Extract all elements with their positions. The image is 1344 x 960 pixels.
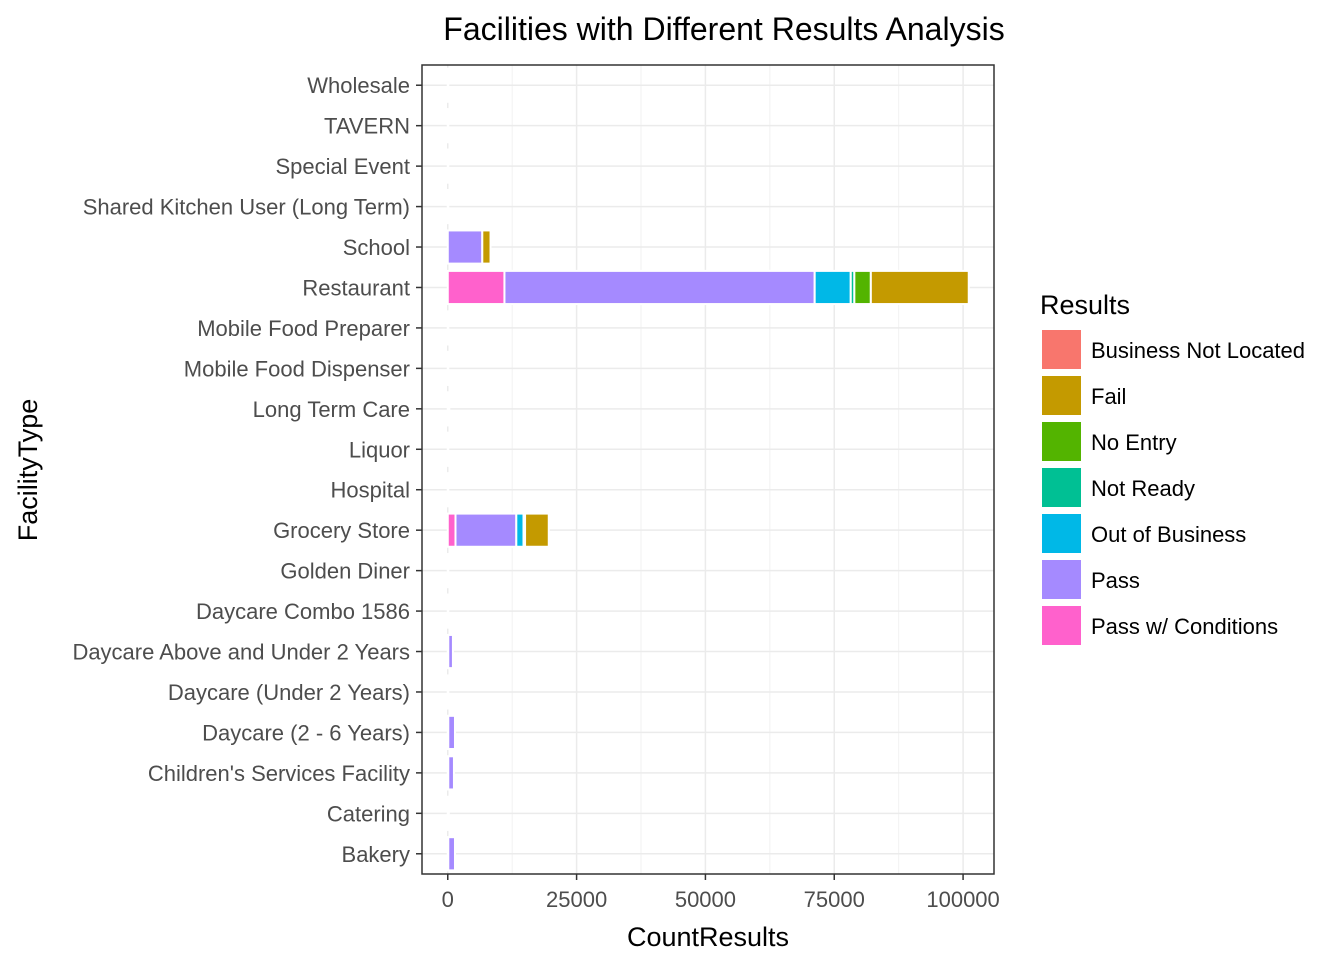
bar-golden-diner-pass (446, 553, 450, 589)
y-tick-label: Daycare (2 - 6 Years) (202, 720, 410, 745)
bar-shared-kitchen-user-long-term-pass (446, 188, 450, 225)
chart-title: Facilities with Different Results Analys… (443, 11, 1004, 47)
bar-children-s-services-facility-pass (447, 755, 455, 791)
bar-wholesale-pass (446, 67, 450, 103)
legend-key-fail (1040, 374, 1083, 417)
y-tick-label: Hospital (331, 478, 410, 503)
y-tick-label: Catering (327, 801, 410, 826)
x-tick-label: 0 (442, 887, 454, 912)
bar-long-term-care-pass (446, 391, 451, 427)
y-tick-label: Long Term Care (253, 397, 410, 422)
bar-restaurant-out-of-business (813, 269, 852, 306)
bar-liquor-pass (446, 431, 450, 467)
bar-grocery-store-out-of-business (515, 512, 525, 548)
grid-lines (422, 65, 994, 874)
bar-daycare-combo-1586-pass (446, 593, 450, 629)
x-tick-label: 100000 (926, 887, 999, 912)
x-axis-title: CountResults (627, 922, 789, 952)
y-tick-label: Mobile Food Dispenser (184, 356, 410, 381)
bar-grocery-store-fail (524, 512, 550, 548)
bar-mobile-food-dispenser-pass (446, 350, 450, 386)
legend-key-no-entry (1040, 420, 1083, 463)
legend-key-pass (1040, 558, 1083, 601)
y-axis-title: FacilityType (13, 399, 43, 542)
legend-key-out-of-business (1040, 512, 1083, 555)
y-tick-label: Golden Diner (280, 559, 410, 584)
y-tick-label: Shared Kitchen User (Long Term) (83, 195, 410, 220)
bar-daycare-under-2-years-pass (446, 674, 450, 710)
y-tick-label: Daycare Above and Under 2 Years (72, 640, 410, 665)
bar-grocery-store-pass (454, 512, 518, 548)
y-tick-label: Daycare (Under 2 Years) (168, 680, 410, 705)
legend-key-pass-w-conditions (1040, 604, 1083, 647)
x-axis-ticks: 0 25000 50000 75000 100000 (442, 874, 1000, 912)
y-tick-label: Bakery (342, 842, 410, 867)
y-tick-label: Special Event (275, 154, 410, 179)
x-tick-label: 50000 (675, 887, 736, 912)
legend-title: Results (1040, 290, 1130, 320)
bar-restaurant-pass (503, 269, 816, 306)
y-axis-ticks: Bakery Catering Children's Services Facili… (72, 73, 422, 867)
bar-school-fail (481, 229, 492, 265)
plot-panel-border (421, 64, 995, 875)
y-tick-label: Daycare Combo 1586 (196, 599, 410, 624)
bar-special-event-pass (446, 148, 450, 184)
legend-key-business-not-located (1040, 328, 1083, 371)
legend: Results Business Not Located Fail No Entry… (1040, 290, 1305, 647)
bar-grocery-store-pass-w-conditions (446, 512, 457, 548)
legend-label-pass-w-conditions: Pass w/ Conditions (1091, 614, 1278, 639)
bar-catering-pass (446, 795, 450, 831)
legend-label-business-not-located: Business Not Located (1091, 338, 1305, 363)
legend-label-pass: Pass (1091, 568, 1140, 593)
legend-label-fail: Fail (1091, 384, 1126, 409)
bar-tavern-pass (446, 108, 450, 144)
x-tick-label: 75000 (804, 887, 865, 912)
y-tick-label: Wholesale (307, 73, 410, 98)
bar-restaurant-pass-w-conditions (446, 269, 506, 306)
bar-daycare-above-and-under-2-years-pass (447, 633, 454, 670)
bar-restaurant-fail (869, 269, 970, 306)
bar-daycare-2-6-years-pass (447, 714, 456, 751)
y-tick-label: TAVERN (324, 114, 410, 139)
legend-label-out-of-business: Out of Business (1091, 522, 1246, 547)
bar-bakery-pass (447, 836, 456, 872)
legend-key-not-ready (1040, 466, 1083, 509)
legend-label-no-entry: No Entry (1091, 430, 1177, 455)
bar-mobile-food-preparer-pass (446, 310, 450, 346)
legend-label-not-ready: Not Ready (1091, 476, 1195, 501)
y-tick-label: Mobile Food Preparer (197, 316, 410, 341)
y-tick-label: School (343, 235, 410, 260)
bar-school-pass (446, 229, 484, 265)
bar-hospital-pass (446, 472, 450, 508)
y-tick-label: Liquor (349, 437, 410, 462)
y-tick-label: Grocery Store (273, 518, 410, 543)
y-tick-label: Children's Services Facility (148, 761, 410, 786)
bars (446, 67, 970, 872)
bar-restaurant-no-entry (853, 269, 872, 306)
y-tick-label: Restaurant (302, 275, 410, 300)
x-tick-label: 25000 (546, 887, 607, 912)
